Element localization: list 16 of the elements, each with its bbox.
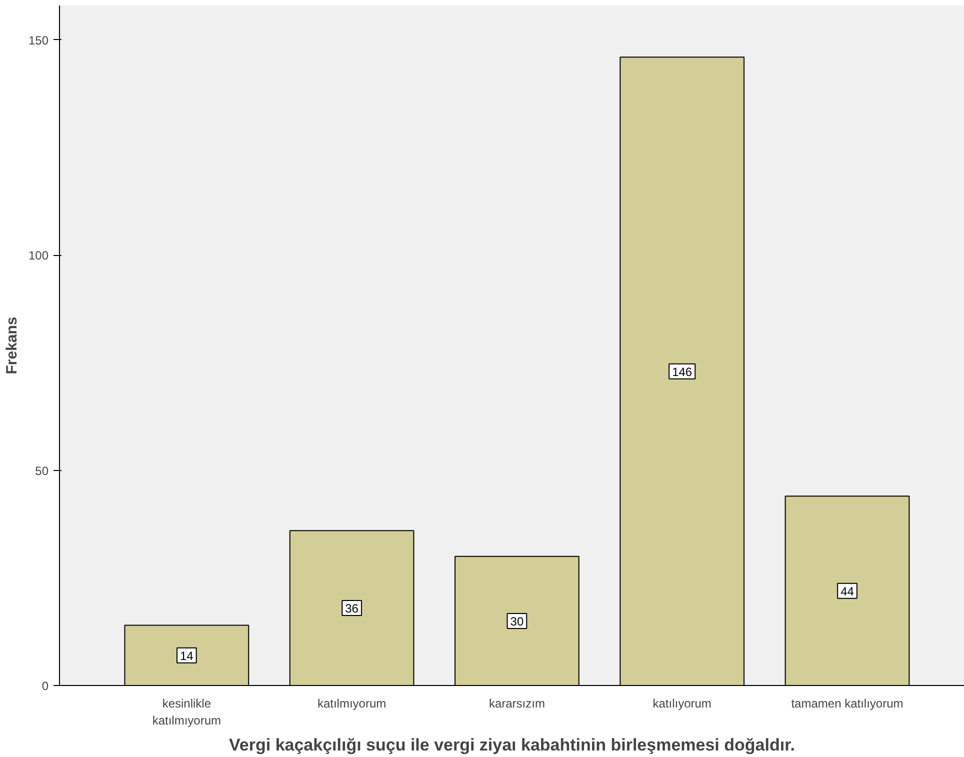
- y-tick-label: 150: [28, 33, 49, 48]
- x-tick-label: katılmıyorum: [317, 696, 386, 710]
- y-tick-label: 100: [28, 248, 49, 263]
- data-label: 14: [180, 648, 194, 663]
- y-tick-label: 50: [35, 464, 49, 478]
- x-tick-label: tamamen katılıyorum: [791, 696, 904, 710]
- y-tick-label: 0: [42, 679, 49, 693]
- x-tick-label: katılıyorum: [652, 696, 712, 710]
- data-label: 30: [510, 614, 524, 628]
- y-axis-title: Frekans: [3, 316, 20, 374]
- data-label: 44: [840, 584, 854, 598]
- data-label: 146: [672, 364, 692, 379]
- x-axis-title: Vergi kaçakçılığı suçu ile vergi ziyaı kabahtinin birleşmemesi doğaldır.: [229, 735, 795, 754]
- x-tick-label: kesinlikle katılmıyorum: [152, 696, 222, 728]
- x-tick-label: kararsızım: [488, 696, 545, 710]
- data-label: 36: [345, 602, 359, 616]
